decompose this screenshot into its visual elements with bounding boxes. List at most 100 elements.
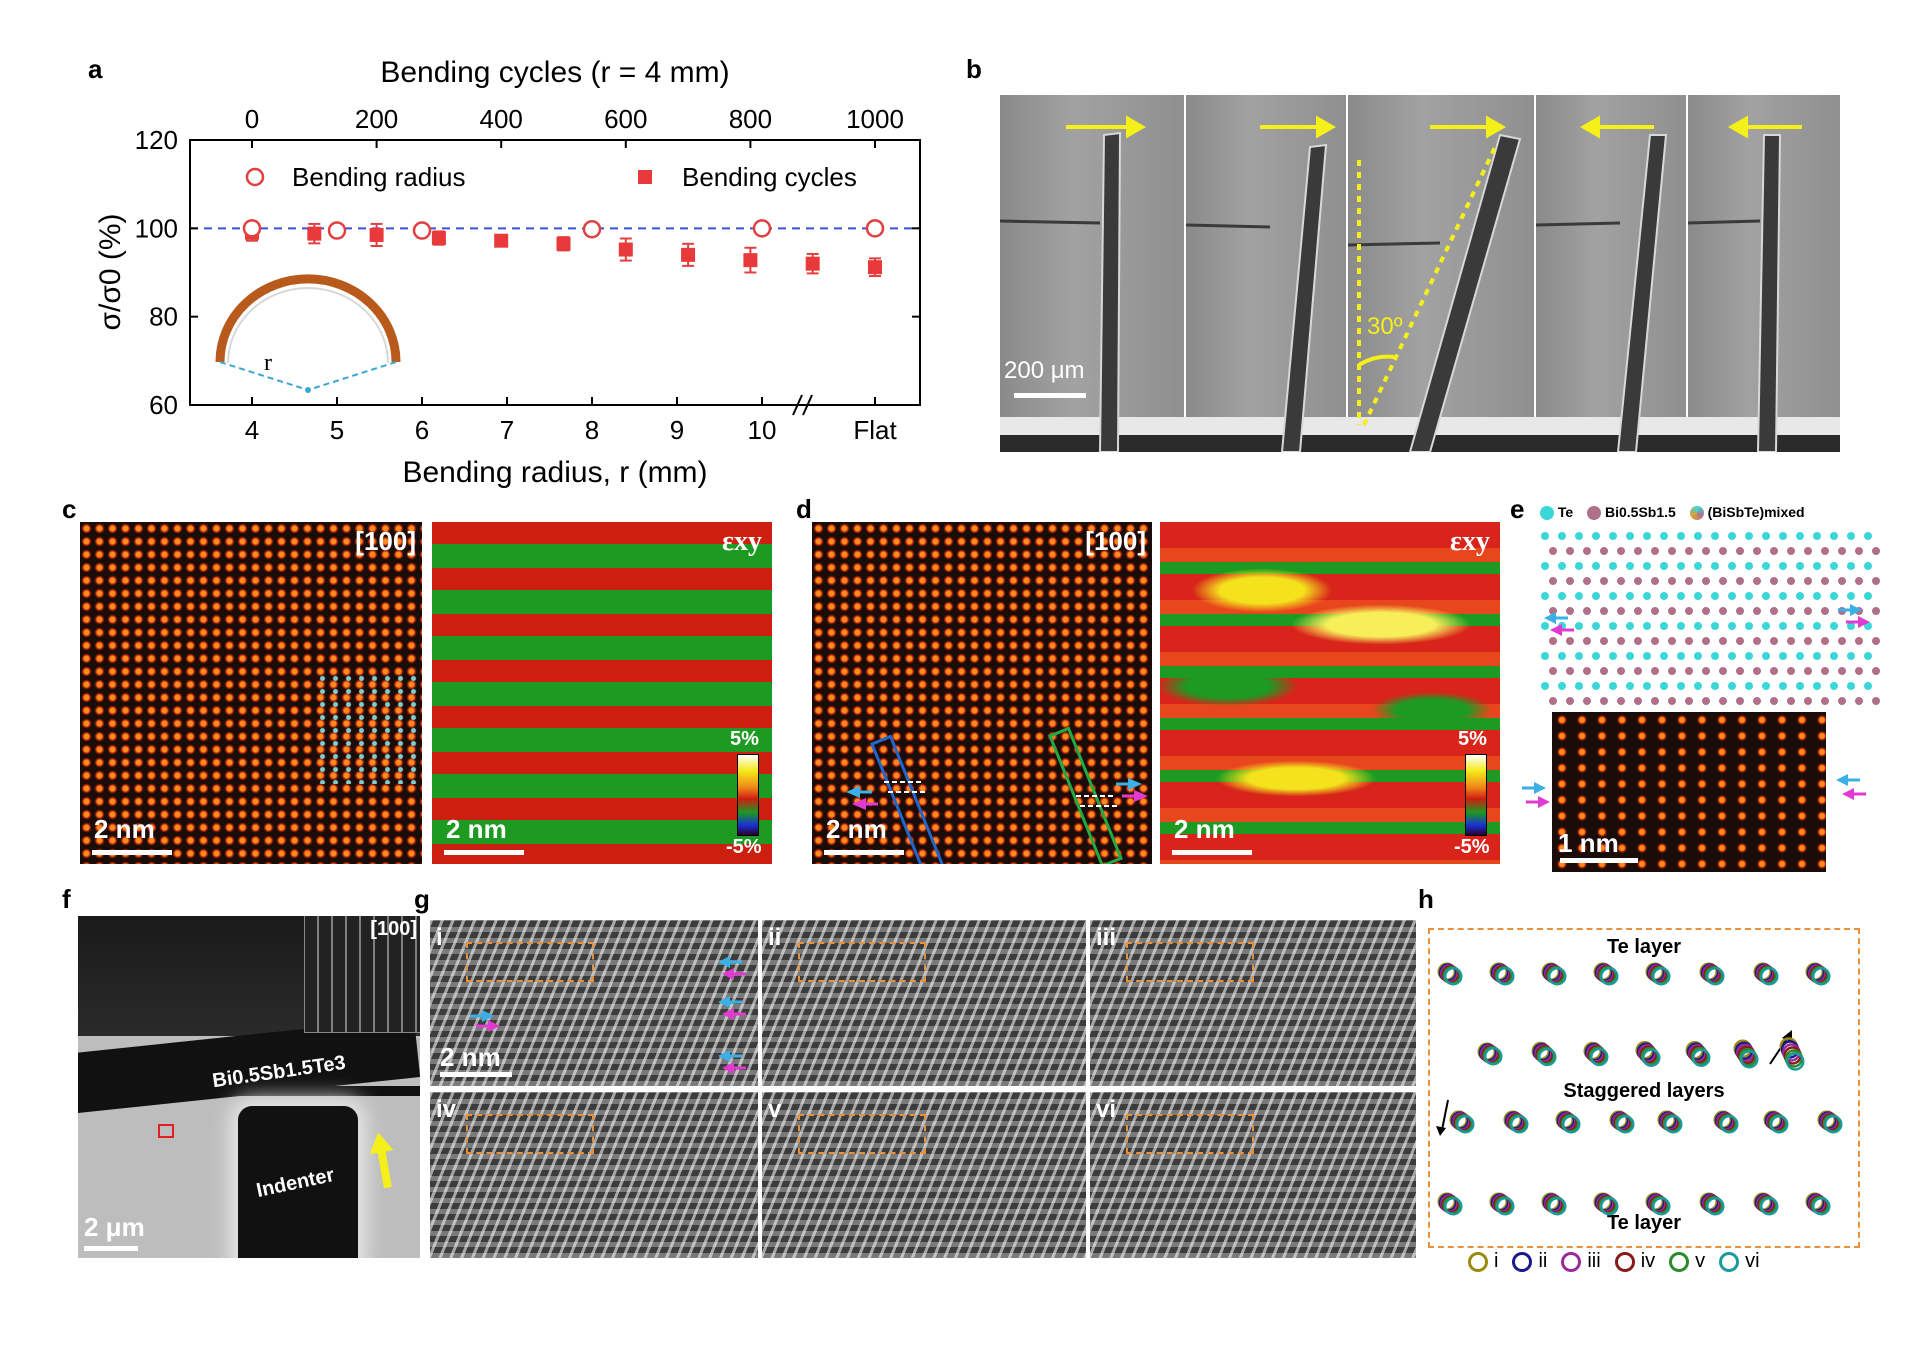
panel-g-v: v xyxy=(762,1092,1086,1258)
scale-text: 2 nm xyxy=(94,814,155,844)
x-tick-label: 6 xyxy=(415,415,429,445)
scale-bar xyxy=(824,850,904,855)
legend-bisb: Bi0.5Sb1.5 xyxy=(1604,504,1676,520)
frame-label: ii xyxy=(768,924,782,951)
point-radius xyxy=(412,221,432,240)
y-axis-title: σ/σ0 (%) xyxy=(94,213,127,330)
atom-marker xyxy=(1510,1115,1529,1134)
panel-g-vi: vi xyxy=(1090,1092,1416,1258)
atom-marker xyxy=(1824,1115,1843,1134)
top-tick-label: 400 xyxy=(480,104,523,134)
te-layer-top: Te layer xyxy=(1606,936,1682,958)
point-cycles xyxy=(868,260,882,275)
panel-h-box: Te layer Staggered layers Te layer xyxy=(1428,928,1860,1248)
atom-marker xyxy=(1484,1047,1503,1066)
inset-arc-inner xyxy=(227,287,389,364)
scale-bar xyxy=(440,1072,512,1077)
atom-positions xyxy=(1436,962,1843,1216)
top-tick-label: 1000 xyxy=(846,104,904,134)
sem-overlay xyxy=(1000,115,1840,452)
panel-g-iii: iii xyxy=(1090,920,1416,1086)
panel-f-tem: [100] Bi0.5Sb1.5Te3 Indenter 2 μm xyxy=(78,916,420,1258)
panel-label-c: c xyxy=(62,494,77,524)
atom-marker xyxy=(1706,1197,1725,1216)
point-cycles xyxy=(307,226,322,241)
atom-marker xyxy=(1652,1197,1671,1216)
panel-e-legend: Te Bi0.5Sb1.5 (BiSbTe)mixed xyxy=(1540,504,1880,534)
y-tick-label: 120 xyxy=(135,125,178,155)
point-cycles xyxy=(805,256,820,271)
point-radius xyxy=(865,219,885,238)
panel-d-haadf: [100] 2 nm xyxy=(812,522,1152,864)
point-cycles xyxy=(681,247,696,262)
colorbar-max: 5% xyxy=(1458,728,1487,750)
legend-marker-radius xyxy=(245,167,265,187)
region-box xyxy=(1126,942,1254,982)
panel-d-strain: εxy 5% -5% 2 nm xyxy=(1160,522,1500,864)
panel-g-arrows xyxy=(470,956,746,1074)
panel-label-g: g xyxy=(414,884,430,914)
scale-bar xyxy=(1560,858,1638,863)
atom-marker xyxy=(1740,1050,1759,1069)
top-tick-label: 800 xyxy=(729,104,772,134)
strain-label: εxy xyxy=(1450,526,1490,557)
x-tick-label: 10 xyxy=(748,415,777,445)
atom-marker xyxy=(1760,967,1779,986)
x-axis-title: Bending radius, r (mm) xyxy=(402,456,707,489)
panel-g-iv: iv xyxy=(430,1092,758,1258)
legend-marker xyxy=(1614,1251,1635,1272)
x-tick-label: 4 xyxy=(245,415,259,445)
panel-label-b: b xyxy=(966,54,982,84)
region-box xyxy=(466,1114,594,1154)
atom-marker xyxy=(1444,967,1463,986)
point-cycles xyxy=(369,227,384,242)
strain-label: εxy xyxy=(722,526,762,557)
atom-marker xyxy=(1616,1115,1635,1134)
scale-text: 2 nm xyxy=(440,1042,501,1072)
x-tick-label: 5 xyxy=(330,415,344,445)
atom-marker xyxy=(1692,1048,1711,1067)
inset-label: r xyxy=(264,350,272,376)
colorbar-min: -5% xyxy=(1454,836,1490,858)
y-tick-label: 80 xyxy=(149,302,178,332)
panel-g-ii: ii xyxy=(762,920,1086,1086)
colorbar xyxy=(737,754,759,836)
atom-marker xyxy=(1770,1115,1789,1134)
legend-te: Te xyxy=(1557,504,1574,520)
atom-marker xyxy=(1600,1197,1619,1216)
region-box xyxy=(466,942,594,982)
atom-marker xyxy=(1720,1115,1739,1134)
scale-bar xyxy=(92,850,172,855)
legend-label: iii xyxy=(1587,1250,1601,1272)
scale-bar xyxy=(444,850,524,855)
x-tick-label: 8 xyxy=(585,415,599,445)
axis-break xyxy=(792,394,803,416)
legend-marker xyxy=(1561,1251,1582,1272)
region-box xyxy=(798,942,926,982)
x-tick-label: 9 xyxy=(670,415,684,445)
scale-bar xyxy=(1172,850,1252,855)
colorbar-min: -5% xyxy=(726,836,762,858)
atom-marker xyxy=(1706,967,1725,986)
legend-marker-cycles xyxy=(638,170,652,184)
atom-marker xyxy=(1456,1115,1475,1134)
point-cycles xyxy=(431,231,446,246)
atom-marker xyxy=(1642,1048,1661,1067)
plot-frame xyxy=(189,139,921,406)
scale-text: 2 nm xyxy=(826,814,887,844)
x-tick-label: Flat xyxy=(853,415,897,445)
panel-label-h: h xyxy=(1418,884,1434,914)
point-radius xyxy=(752,219,772,238)
legend-mixed: (BiSbTe)mixed xyxy=(1707,504,1805,520)
frame-label: iii xyxy=(1096,924,1117,951)
y-tick-label: 100 xyxy=(135,213,178,243)
legend-marker xyxy=(1719,1251,1740,1272)
atom-marker xyxy=(1590,1047,1609,1067)
staggered-layers: Staggered layers xyxy=(1563,1080,1725,1102)
legend-marker xyxy=(1512,1251,1533,1272)
diffraction-inset: [100] xyxy=(304,916,420,1033)
panel-h-legend: i ii iii iv v vi xyxy=(1468,1250,1828,1280)
panel-g-i: i 2 nm xyxy=(430,920,758,1086)
panel-label-e: e xyxy=(1510,494,1525,524)
top-tick-label: 0 xyxy=(245,104,259,134)
